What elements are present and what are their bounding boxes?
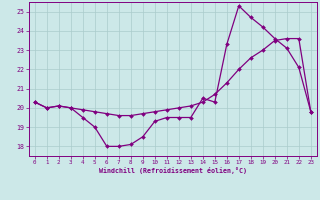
X-axis label: Windchill (Refroidissement éolien,°C): Windchill (Refroidissement éolien,°C) [99,167,247,174]
